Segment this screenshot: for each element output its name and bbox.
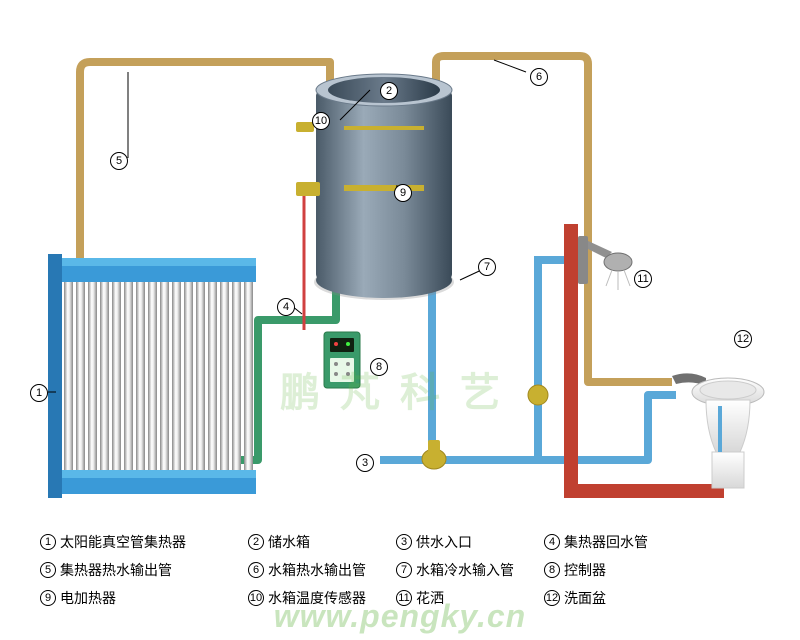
legend-number: 8 (544, 562, 560, 578)
legend-item-7: 7水箱冷水输入管 (396, 560, 536, 580)
legend-item-5: 5集热器热水输出管 (40, 560, 240, 580)
legend-row: 1太阳能真空管集热器 2储水箱 3供水入口 4集热器回水管 (40, 532, 760, 552)
callout-2: 2 (380, 82, 398, 100)
callout-1: 1 (30, 384, 48, 402)
legend-label: 储水箱 (268, 532, 310, 552)
legend: 1太阳能真空管集热器 2储水箱 3供水入口 4集热器回水管 5集热器热水输出管 6水箱热水… (40, 532, 760, 616)
diagram-svg (0, 0, 800, 530)
legend-number: 2 (248, 534, 264, 550)
legend-item-6: 6水箱热水输出管 (248, 560, 388, 580)
legend-row: 5集热器热水输出管 6水箱热水输出管 7水箱冷水输入管 8控制器 (40, 560, 760, 580)
water-tank (296, 74, 454, 300)
pipe-tank-hot-output (436, 56, 672, 382)
legend-label: 集热器热水输出管 (60, 560, 172, 580)
legend-number: 1 (40, 534, 56, 550)
shower-mixer (578, 236, 588, 284)
legend-number: 5 (40, 562, 56, 578)
callout-6: 6 (530, 68, 548, 86)
system-diagram (0, 0, 800, 530)
legend-label: 水箱冷水输入管 (416, 560, 514, 580)
legend-number: 12 (544, 590, 560, 606)
heater-terminal (296, 182, 320, 196)
legend-item-11: 11花洒 (396, 588, 536, 608)
callout-4: 4 (277, 298, 295, 316)
legend-label: 花洒 (416, 588, 444, 608)
vacuum-tubes (64, 282, 253, 470)
legend-label: 供水入口 (416, 532, 472, 552)
legend-number: 9 (40, 590, 56, 606)
legend-item-8: 8控制器 (544, 560, 684, 580)
legend-label: 水箱热水输出管 (268, 560, 366, 580)
shower (586, 240, 632, 290)
callout-9: 9 (394, 184, 412, 202)
legend-label: 太阳能真空管集热器 (60, 532, 186, 552)
callout-10: 10 (312, 112, 330, 130)
legend-label: 水箱温度传感器 (268, 588, 366, 608)
legend-label: 控制器 (564, 560, 606, 580)
watermark-cn: 鹏芃科艺 (280, 360, 520, 418)
solar-collector (48, 254, 256, 498)
callout-3: 3 (356, 454, 374, 472)
callout-12: 12 (734, 330, 752, 348)
valve-supply (422, 440, 446, 469)
legend-number: 11 (396, 590, 412, 606)
legend-item-3: 3供水入口 (396, 532, 536, 552)
legend-number: 10 (248, 590, 264, 606)
sink (692, 378, 764, 488)
legend-number: 3 (396, 534, 412, 550)
legend-item-4: 4集热器回水管 (544, 532, 684, 552)
legend-number: 7 (396, 562, 412, 578)
callout-11: 11 (634, 270, 652, 288)
legend-label: 电加热器 (60, 588, 116, 608)
legend-number: 6 (248, 562, 264, 578)
legend-item-9: 9电加热器 (40, 588, 240, 608)
legend-number: 4 (544, 534, 560, 550)
callout-7: 7 (478, 258, 496, 276)
legend-item-10: 10水箱温度传感器 (248, 588, 388, 608)
valve-branch (528, 385, 548, 405)
callout-5: 5 (110, 152, 128, 170)
legend-item-1: 1太阳能真空管集热器 (40, 532, 240, 552)
legend-row: 9电加热器 10水箱温度传感器 11花洒 12洗面盆 (40, 588, 760, 608)
legend-label: 集热器回水管 (564, 532, 648, 552)
legend-item-12: 12洗面盆 (544, 588, 684, 608)
legend-item-2: 2储水箱 (248, 532, 388, 552)
sensor-terminal (296, 122, 314, 132)
legend-label: 洗面盆 (564, 588, 606, 608)
